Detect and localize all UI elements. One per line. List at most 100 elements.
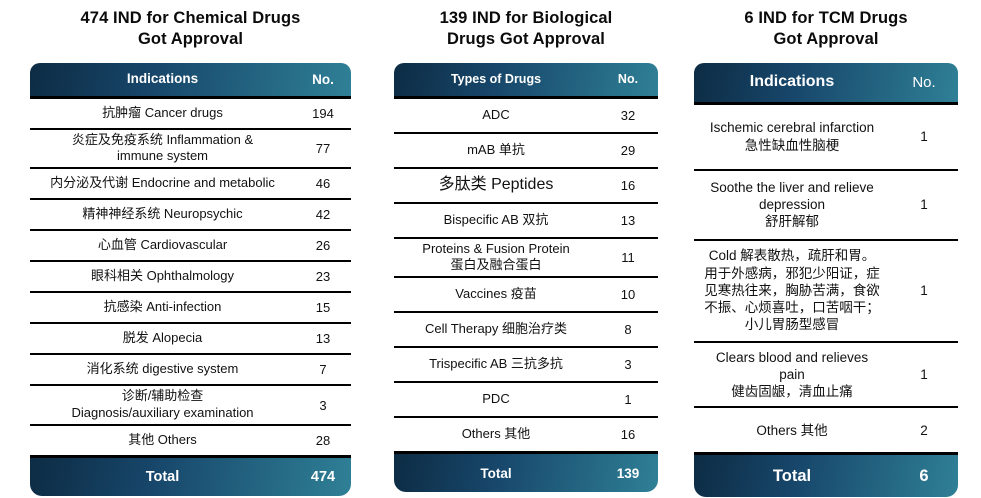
row-value: 28 [315, 433, 331, 449]
row-value: 11 [621, 249, 635, 265]
row-value: 23 [315, 269, 331, 285]
total-value: 474 [310, 469, 336, 486]
row-value: 10 [620, 287, 636, 303]
row-value: 77 [315, 140, 331, 156]
table-row: Others 其他 16 [394, 418, 658, 452]
chemical-table-total-row: Total 474 [30, 455, 351, 497]
row-value: 26 [315, 238, 331, 254]
table-row: 多肽类 Peptides 16 [394, 168, 658, 204]
row-value: 46 [315, 176, 331, 192]
row-label: PDC [482, 391, 510, 407]
total-label: Total [772, 466, 812, 485]
row-value: 8 [624, 322, 632, 338]
row-label: ADC [482, 106, 510, 122]
biological-drugs-table: Types of Drugs No. ADC 32 mAB 单抗 29 多肽类 … [394, 62, 658, 493]
row-label: Trispecific AB 三抗多抗 [429, 356, 563, 372]
table-row: 消化系统 digestive system 7 [30, 355, 351, 387]
chemical-drugs-table: Indications No. 抗肿瘤 Cancer drugs 194 炎症及… [30, 62, 351, 497]
table-row: 其他 Others 28 [30, 426, 351, 456]
table-row: Soothe the liver and relieve depression … [694, 170, 958, 241]
row-label: Bispecific AB 双抗 [443, 211, 549, 227]
row-label: Cold 解表散热，疏肝和胃。 用于外感病，邪犯少阳证，症见寒热往来，胸胁苦满，… [704, 248, 880, 333]
column-header-indications: Indications [126, 71, 199, 87]
tcm-table-total-row: Total 6 [694, 452, 958, 498]
table-row: 炎症及免疫系统 Inflammation & immune system 77 [30, 129, 351, 170]
table-row: Bispecific AB 双抗 13 [394, 203, 658, 239]
biological-table-header: Types of Drugs No. [394, 62, 658, 99]
column-header-types-of-drugs: Types of Drugs [450, 71, 542, 86]
table-row: Cold 解表散热，疏肝和胃。 用于外感病，邪犯少阳证，症见寒热往来，胸胁苦满，… [694, 240, 958, 343]
tcm-drugs-panel: 6 IND for TCM Drugs Got Approval Indicat… [694, 8, 958, 498]
table-row: Ischemic cerebral infarction 急性缺血性脑梗 1 [694, 104, 958, 171]
row-value: 29 [620, 142, 636, 158]
row-label: Proteins & Fusion Protein 蛋白及融合蛋白 [422, 240, 570, 273]
total-label: Total [480, 465, 512, 481]
row-label: Ischemic cerebral infarction 急性缺血性脑梗 [709, 120, 875, 153]
row-label: Vaccines 疫苗 [455, 286, 537, 302]
table-row: Trispecific AB 三抗多抗 3 [394, 348, 658, 384]
row-value: 1 [920, 283, 928, 299]
row-label: Cell Therapy 细胞治疗类 [424, 321, 568, 337]
row-label: Clears blood and relieves pain 健齿固龈，清血止痛 [715, 349, 869, 400]
table-row: 精神神经系统 Neuropsychic 42 [30, 200, 351, 232]
table-row: Cell Therapy 细胞治疗类 8 [394, 313, 658, 349]
row-label: 抗感染 Anti-infection [103, 299, 222, 315]
total-value: 6 [919, 466, 929, 485]
row-value: 7 [319, 362, 327, 378]
row-label: Soothe the liver and relieve depression … [710, 179, 874, 230]
total-label: Total [145, 468, 180, 485]
row-label: Others 其他 [756, 422, 828, 438]
column-header-indications: Indications [749, 72, 835, 90]
row-label: 内分泌及代谢 Endocrine and metabolic [50, 175, 275, 191]
row-label: mAB 单抗 [467, 141, 525, 157]
row-value: 13 [315, 331, 331, 347]
biological-table-total-row: Total 139 [394, 451, 658, 493]
row-label: 心血管 Cardiovascular [97, 237, 228, 253]
biological-drugs-title: 139 IND for Biological Drugs Got Approva… [439, 9, 613, 48]
biological-drugs-panel: 139 IND for Biological Drugs Got Approva… [394, 8, 658, 493]
row-label: 抗肿瘤 Cancer drugs [102, 104, 223, 120]
column-header-no: No. [912, 73, 936, 91]
tcm-table-header: Indications No. [694, 62, 958, 105]
chemical-drugs-panel: 474 IND for Chemical Drugs Got Approval … [30, 8, 351, 497]
row-value: 13 [620, 212, 636, 228]
table-row: mAB 单抗 29 [394, 133, 658, 169]
table-row: 抗感染 Anti-infection 15 [30, 293, 351, 325]
table-row: ADC 32 [394, 98, 658, 134]
chemical-table-header: Indications No. [30, 62, 351, 99]
row-value: 32 [620, 107, 636, 123]
row-label: 脱发 Alopecia [122, 330, 203, 346]
column-header-no: No. [312, 71, 334, 87]
tcm-drugs-table: Indications No. Ischemic cerebral infarc… [694, 62, 958, 498]
row-value: 1 [920, 197, 928, 213]
biological-table-rows: ADC 32 mAB 单抗 29 多肽类 Peptides 16 Bispeci… [394, 98, 658, 452]
row-value: 1 [920, 129, 928, 145]
row-label: 诊断/辅助检查 Diagnosis/auxiliary examination [71, 388, 254, 421]
row-value: 1 [920, 366, 928, 382]
chemical-table-rows: 抗肿瘤 Cancer drugs 194 炎症及免疫系统 Inflammatio… [30, 98, 351, 456]
chemical-drugs-title: 474 IND for Chemical Drugs Got Approval [80, 9, 301, 48]
row-value: 1 [624, 392, 632, 408]
row-label: 多肽类 Peptides [438, 175, 554, 193]
row-value: 3 [319, 397, 327, 413]
row-value: 194 [312, 105, 334, 121]
row-value: 16 [620, 427, 636, 443]
table-row: 抗肿瘤 Cancer drugs 194 [30, 98, 351, 130]
table-row: 内分泌及代谢 Endocrine and metabolic 46 [30, 169, 351, 201]
table-row: 眼科相关 Ophthalmology 23 [30, 262, 351, 294]
tcm-table-rows: Ischemic cerebral infarction 急性缺血性脑梗 1 S… [694, 104, 958, 453]
table-row: Clears blood and relieves pain 健齿固龈，清血止痛… [694, 342, 958, 409]
row-label: 精神神经系统 Neuropsychic [82, 206, 243, 222]
column-header-no: No. [617, 72, 639, 87]
table-row: 脱发 Alopecia 13 [30, 324, 351, 356]
row-value: 42 [315, 207, 331, 223]
row-value: 3 [624, 357, 632, 373]
row-value: 15 [315, 300, 331, 316]
table-row: Proteins & Fusion Protein 蛋白及融合蛋白 11 [394, 238, 658, 279]
table-row: Others 其他 2 [694, 408, 958, 453]
table-row: 心血管 Cardiovascular 26 [30, 231, 351, 263]
table-row: Vaccines 疫苗 10 [394, 278, 658, 314]
row-value: 2 [920, 422, 928, 438]
tcm-drugs-title: 6 IND for TCM Drugs Got Approval [744, 9, 908, 48]
